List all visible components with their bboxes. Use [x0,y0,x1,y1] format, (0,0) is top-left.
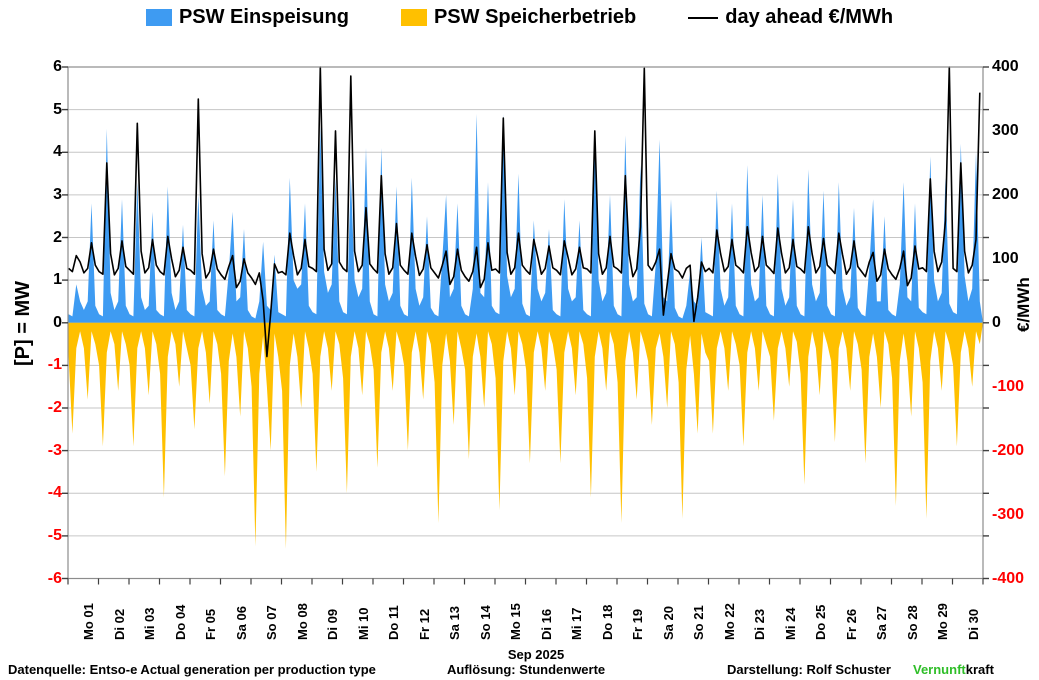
left-tick-label: -5 [47,526,62,544]
left-tick-label: -1 [47,356,62,374]
left-tick-label: 6 [53,58,62,75]
legend-label-speicherbetrieb: PSW Speicherbetrieb [433,6,637,28]
right-tick-label: 100 [992,249,1019,267]
x-tick-label: Mo 01 [81,603,96,640]
x-tick-label: So 07 [264,605,279,640]
x-tick-label: Do 18 [599,604,615,640]
left-tick-label: 1 [53,271,62,289]
right-tick-label: -100 [992,377,1025,395]
left-tick-label: 2 [53,228,62,246]
right-tick-label: 0 [992,313,1001,331]
x-tick-label: Mi 17 [569,607,584,640]
left-tick-label: -4 [47,484,62,502]
right-tick-label: 300 [992,121,1019,139]
x-tick-label: Sa 13 [447,606,462,640]
x-tick-label: Mi 24 [782,607,798,640]
right-tick-label: -400 [992,569,1025,587]
left-tick-label: 3 [53,185,62,203]
footer-resolution: Auflösung: Stundenwerte [447,662,606,677]
legend-item-speicherbetrieb: PSW Speicherbetrieb [400,6,637,29]
brand-kraft: kraft [965,662,994,677]
x-tick-label: Mi 10 [355,607,371,640]
x-tick-label: Di 16 [538,608,554,640]
x-tick-label: Fr 19 [630,608,645,640]
x-tick-label: Sa 20 [660,606,676,640]
legend-label-day-ahead: day ahead €/MWh [725,6,894,28]
left-tick-label: -6 [47,569,62,587]
x-tick-label: Do 11 [386,605,401,640]
x-tick-label: Do 25 [813,604,828,640]
left-tick-label: 5 [53,100,62,118]
x-tick-label: Mo 08 [294,603,310,640]
speicherbetrieb-swatch-icon [400,9,427,26]
x-tick-label: Mo 22 [721,603,737,640]
x-tick-label: Fr 05 [203,608,218,640]
left-tick-label: -2 [47,399,62,416]
footer-source: Datenquelle: Entso-e Actual generation p… [8,662,376,677]
x-tick-label: Sa 06 [233,606,249,640]
right-tick-label: 400 [992,58,1019,75]
footer-brand: Vernunftkraft [913,662,994,677]
x-tick-label: Mo 15 [508,603,523,640]
x-tick-label: Di 09 [325,608,340,640]
legend-label-einspeisung: PSW Einspeisung [178,6,349,28]
right-tick-label: -200 [992,441,1025,459]
legend: PSW Einspeisung PSW Speicherbetrieb day … [0,6,1039,29]
x-tick-label: So 28 [904,605,920,640]
right-tick-label: -300 [992,505,1025,523]
day-ahead-line-icon [688,16,719,19]
x-tick-label: Di 30 [965,608,981,640]
einspeisung-swatch-icon [145,9,172,26]
x-tick-label: Di 02 [111,608,127,640]
x-tick-label: Mi 03 [142,607,157,640]
legend-item-einspeisung: PSW Einspeisung [145,6,349,29]
legend-item-day-ahead: day ahead €/MWh [688,6,893,29]
left-tick-label: 0 [53,313,62,331]
x-tick-label: Do 04 [172,604,188,640]
x-tick-label: Sa 27 [874,606,889,640]
x-tick-label: Fr 26 [843,608,859,640]
right-tick-label: 200 [992,185,1019,203]
x-tick-label: Mo 29 [935,603,950,640]
x-tick-label: So 14 [477,605,493,640]
x-tick-label: Fr 12 [416,608,432,640]
month-label: Sep 2025 [507,647,565,662]
footer-credit: Darstellung: Rolf Schuster [727,662,891,677]
x-tick-label: Di 23 [752,608,767,640]
x-tick-label: So 21 [691,605,706,640]
left-tick-label: -3 [47,441,62,459]
left-tick-label: 4 [53,143,62,161]
brand-vernunft: Vernunft [913,662,966,677]
